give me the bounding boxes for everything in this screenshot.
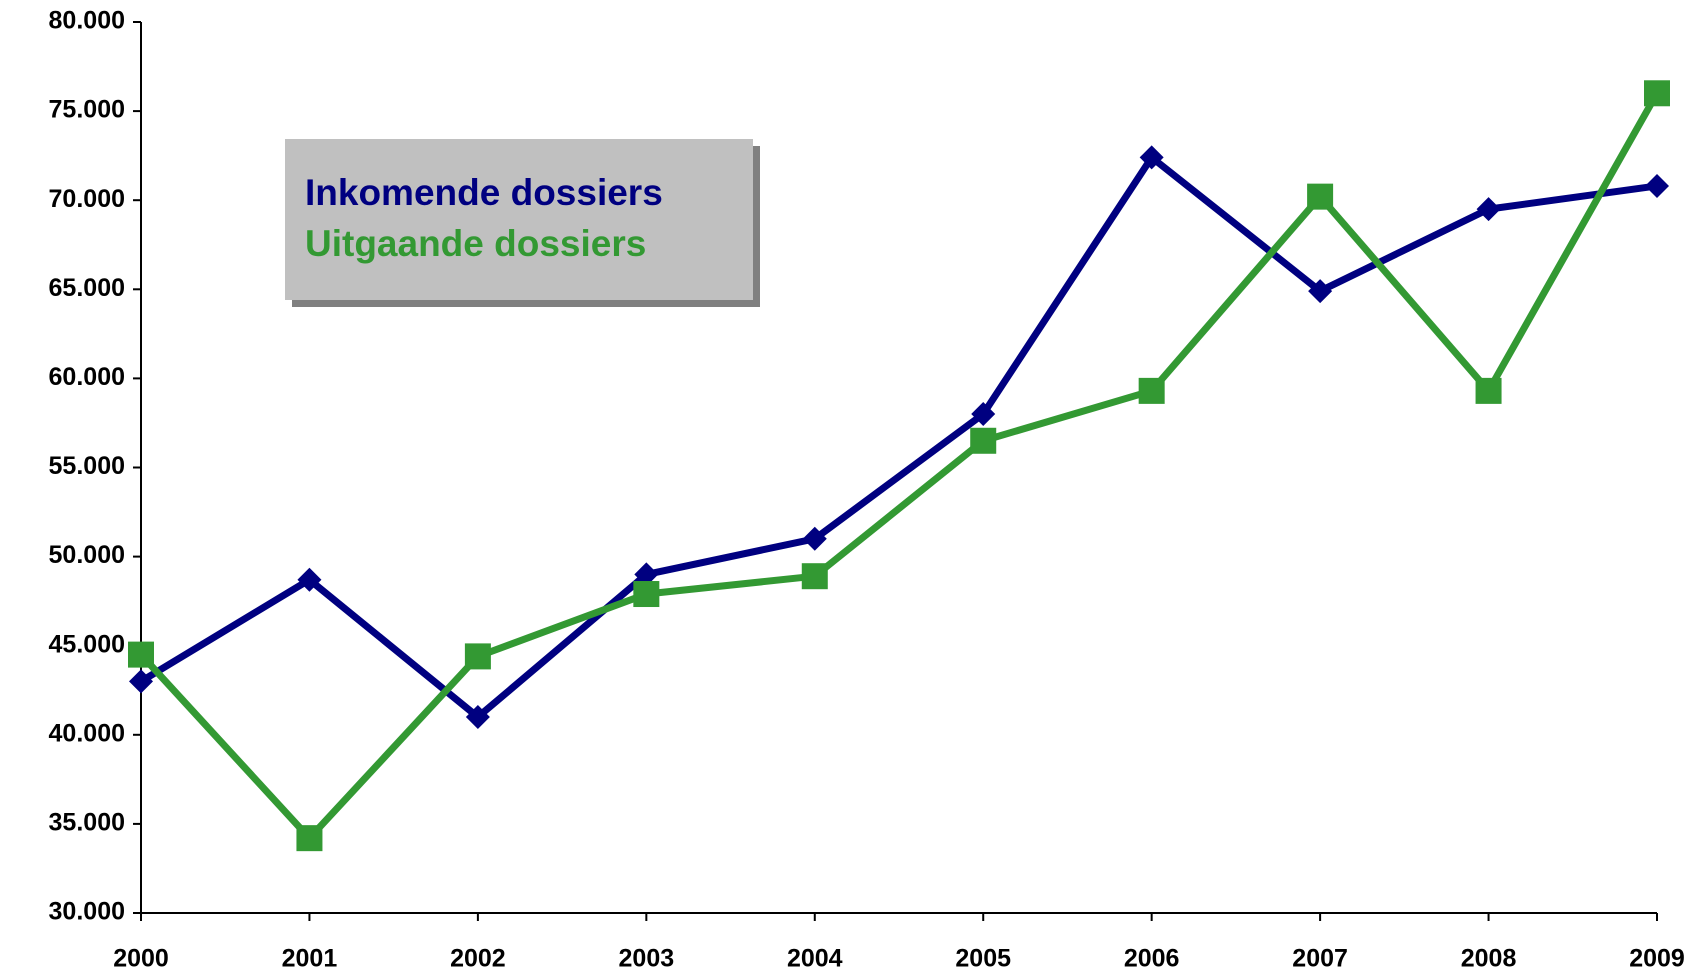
marker bbox=[465, 704, 490, 729]
y-tick-label: 70.000 bbox=[49, 185, 125, 213]
y-tick-label: 35.000 bbox=[49, 809, 125, 837]
marker bbox=[801, 563, 828, 590]
x-tick-label: 2008 bbox=[1461, 945, 1517, 971]
y-tick-label: 40.000 bbox=[49, 719, 125, 747]
marker bbox=[464, 643, 491, 670]
x-tick-label: 2002 bbox=[450, 945, 506, 971]
y-tick-label: 60.000 bbox=[49, 363, 125, 391]
marker bbox=[296, 825, 323, 852]
series-line bbox=[139, 153, 1658, 721]
y-tick-label: 45.000 bbox=[49, 630, 125, 658]
y-tick-label: 55.000 bbox=[49, 452, 125, 480]
x-tick-label: 2005 bbox=[955, 945, 1011, 971]
y-tick-label: 80.000 bbox=[49, 7, 125, 35]
x-tick-label: 2007 bbox=[1292, 945, 1348, 971]
x-tick-label: 2004 bbox=[787, 945, 843, 971]
marker bbox=[970, 427, 997, 454]
y-tick-label: 75.000 bbox=[49, 96, 125, 124]
marker bbox=[802, 526, 827, 551]
legend-label: Inkomende dossiers bbox=[305, 172, 663, 213]
x-tick-label: 2001 bbox=[282, 945, 338, 971]
marker bbox=[1644, 80, 1670, 107]
y-tick-label: 65.000 bbox=[49, 274, 125, 302]
marker bbox=[633, 581, 660, 608]
marker bbox=[971, 402, 996, 427]
x-tick-label: 2000 bbox=[113, 945, 169, 971]
marker bbox=[1139, 145, 1164, 170]
y-tick-label: 50.000 bbox=[49, 541, 125, 569]
marker bbox=[1645, 173, 1669, 198]
legend-box bbox=[285, 139, 753, 300]
marker bbox=[129, 669, 153, 694]
x-tick-label: 2009 bbox=[1629, 945, 1685, 971]
marker bbox=[1308, 279, 1333, 304]
x-tick-label: 2003 bbox=[619, 945, 675, 971]
marker bbox=[297, 567, 322, 592]
marker bbox=[1138, 377, 1165, 404]
marker bbox=[1475, 377, 1502, 404]
x-tick-label: 2006 bbox=[1124, 945, 1180, 971]
legend-label: Uitgaande dossiers bbox=[305, 223, 646, 264]
marker bbox=[1476, 197, 1501, 222]
marker bbox=[1307, 183, 1334, 210]
marker bbox=[128, 641, 154, 668]
marker bbox=[634, 562, 659, 587]
series-line bbox=[138, 91, 1661, 842]
y-tick-label: 30.000 bbox=[49, 898, 125, 926]
